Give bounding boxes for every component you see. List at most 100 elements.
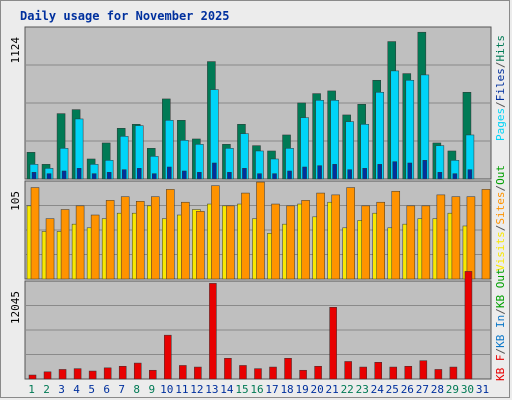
bar-sites-day-30 — [466, 196, 476, 280]
bar-kb-f-day-3 — [58, 369, 67, 380]
bar-sites-day-14 — [226, 205, 235, 280]
bar-pages-day-24 — [377, 164, 382, 180]
bar-pages-day-12 — [197, 172, 202, 180]
bar-kb-f-day-4 — [73, 368, 82, 380]
bar-sites-day-23 — [361, 205, 370, 280]
bar-kb-f-day-18 — [284, 358, 292, 380]
bar-sites-day-26 — [406, 205, 416, 280]
bar-kb-f-day-21 — [329, 307, 337, 380]
y-max-label: 1124 — [9, 37, 22, 64]
bar-pages-day-18 — [287, 170, 292, 180]
bar-pages-day-13 — [212, 162, 217, 180]
bar-kb-f-day-14 — [224, 358, 232, 380]
bar-pages-day-27 — [422, 160, 428, 180]
bar-pages-day-17 — [272, 173, 277, 180]
x-tick-label-day-1: 1 — [28, 383, 35, 396]
bar-kb-f-day-24 — [374, 362, 382, 380]
legend-entry: / — [494, 348, 507, 355]
x-tick-label-day-23: 23 — [356, 383, 369, 396]
x-tick-label-day-18: 18 — [280, 383, 293, 396]
bar-sites-day-17 — [271, 203, 280, 280]
bar-sites-day-7 — [120, 196, 130, 280]
y-max-label: 12045 — [9, 291, 22, 324]
bar-pages-day-29 — [452, 173, 458, 180]
bar-pages-day-23 — [362, 168, 367, 180]
legend-entry: / — [494, 185, 507, 192]
x-tick-label-day-14: 14 — [220, 383, 234, 396]
bar-kb-f-day-9 — [149, 369, 157, 380]
legend-entry: KB In — [494, 315, 507, 348]
bar-pages-day-19 — [302, 166, 307, 180]
x-tick-label-day-13: 13 — [205, 383, 218, 396]
bar-kb-f-day-25 — [389, 366, 398, 380]
legend-entry: Visits — [494, 231, 507, 271]
legend-3: KB F/KB In/KB Out — [494, 268, 507, 381]
bar-pages-day-4 — [76, 168, 82, 180]
bar-pages-day-11 — [182, 170, 187, 180]
legend-entry: / — [494, 62, 507, 69]
bar-pages-day-2 — [46, 173, 52, 180]
bar-sites-day-3 — [60, 209, 70, 280]
bar-kb-f-day-13 — [209, 283, 217, 380]
x-tick-label-day-3: 3 — [58, 383, 65, 396]
bar-sites-day-18 — [286, 205, 295, 280]
legend-1: Pages/Files/Hits — [494, 35, 507, 141]
x-tick-label-day-17: 17 — [265, 383, 278, 396]
chart-title: Daily usage for November 2025 — [20, 9, 230, 23]
x-tick-label-day-26: 26 — [401, 383, 414, 396]
legend-entry: Hits — [494, 35, 507, 62]
x-tick-label-day-19: 19 — [295, 383, 308, 396]
bar-kb-f-day-20 — [314, 365, 322, 380]
legend-entry: Sites — [494, 192, 507, 225]
x-tick-label-day-28: 28 — [431, 383, 444, 396]
bar-kb-f-day-6 — [103, 367, 112, 380]
bar-kb-f-day-29 — [449, 366, 458, 380]
bar-sites-day-12 — [196, 211, 205, 280]
bar-pages-day-10 — [167, 166, 172, 180]
x-tick-label-day-2: 2 — [43, 383, 50, 396]
bar-sites-day-15 — [241, 192, 250, 280]
bar-sites-day-9 — [151, 196, 160, 280]
bar-sites-day-29 — [451, 196, 461, 280]
bar-kb-f-day-5 — [88, 370, 97, 380]
x-tick-label-day-5: 5 — [88, 383, 95, 396]
legend-2: Visits/Sites/Out — [494, 165, 507, 271]
bar-sites-day-13 — [211, 185, 220, 280]
bar-kb-f-day-17 — [269, 366, 277, 380]
bar-kb-f-day-7 — [118, 365, 127, 380]
bar-pages-day-16 — [257, 173, 262, 180]
bar-pages-day-1 — [31, 172, 37, 180]
bar-kb-f-day-19 — [299, 369, 307, 380]
x-tick-label-day-7: 7 — [118, 383, 125, 396]
x-tick-label-day-12: 12 — [190, 383, 203, 396]
bar-kb-f-day-30 — [464, 271, 473, 380]
bar-sites-day-8 — [135, 201, 145, 280]
bar-sites-day-21 — [331, 194, 340, 280]
bar-kb-f-day-2 — [43, 371, 52, 380]
legend-entry: KB F — [494, 355, 507, 382]
x-tick-label-day-15: 15 — [235, 383, 248, 396]
bar-pages-day-25 — [392, 161, 398, 180]
bar-sites-day-16 — [256, 181, 265, 280]
bar-kb-f-day-12 — [194, 366, 202, 380]
bar-pages-day-6 — [106, 172, 112, 180]
legend-entry: Files — [494, 68, 507, 101]
legend-entry: / — [494, 101, 507, 108]
bar-pages-day-26 — [407, 162, 413, 180]
x-tick-label-day-4: 4 — [73, 383, 80, 396]
bar-sites-day-28 — [436, 194, 446, 280]
bar-pages-day-22 — [347, 169, 352, 180]
bar-kb-f-day-8 — [133, 362, 142, 380]
bar-pages-day-21 — [332, 164, 337, 180]
x-tick-label-day-22: 22 — [341, 383, 354, 396]
bar-sites-day-19 — [301, 200, 310, 280]
x-tick-label-day-27: 27 — [416, 383, 429, 396]
x-tick-label-day-11: 11 — [175, 383, 188, 396]
x-tick-label-day-6: 6 — [103, 383, 110, 396]
legend-entry: Out — [494, 165, 507, 185]
bar-kb-f-day-22 — [344, 361, 352, 380]
x-tick-label-day-16: 16 — [250, 383, 263, 396]
x-tick-label-day-21: 21 — [326, 383, 339, 396]
y-max-label: 105 — [9, 191, 22, 211]
